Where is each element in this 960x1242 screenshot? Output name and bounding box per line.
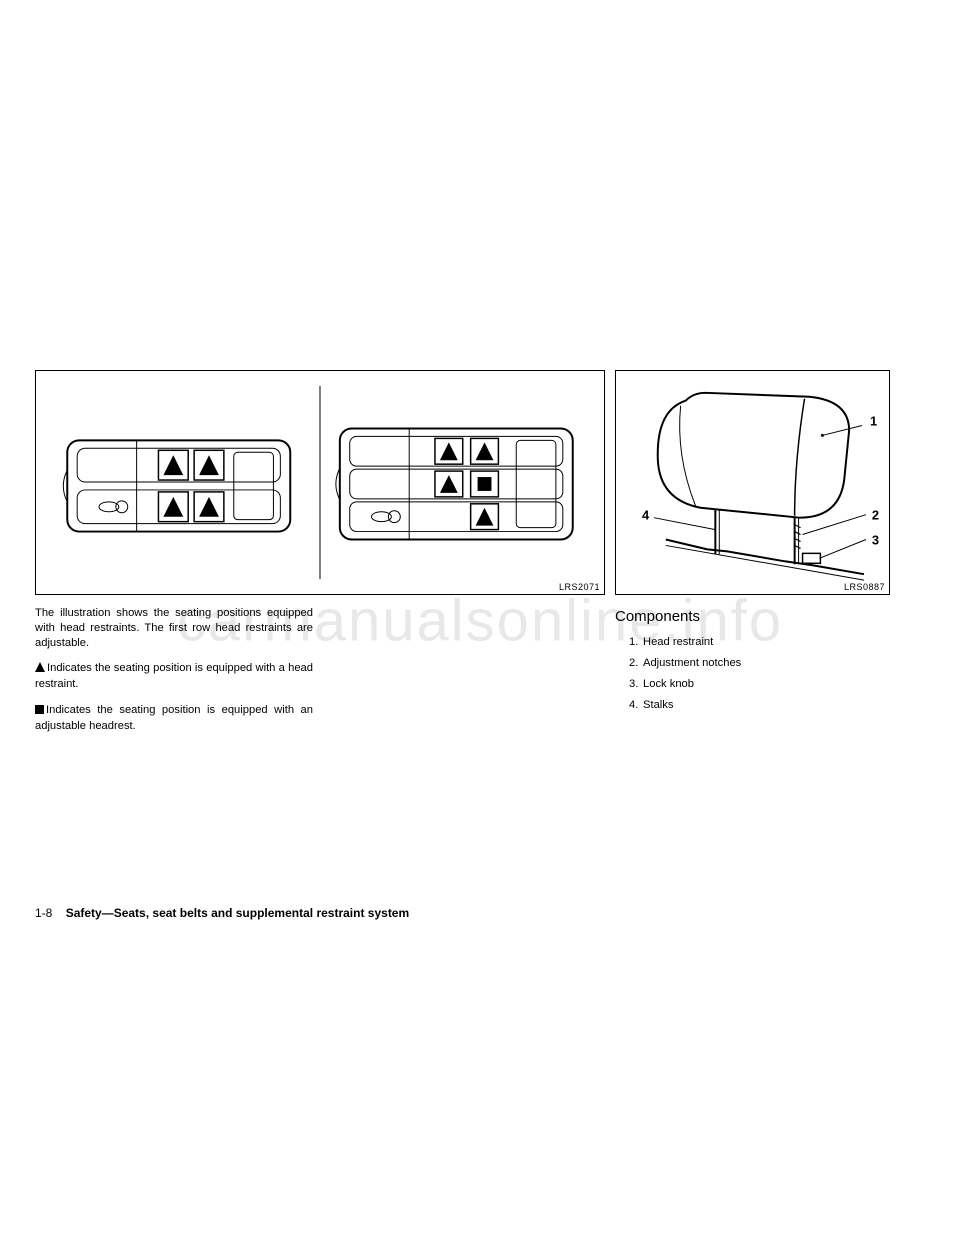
- list-item: 4.Stalks: [629, 697, 890, 713]
- components-heading: Components: [615, 606, 890, 628]
- left-text-column: The illustration shows the seating posit…: [35, 606, 313, 744]
- figure-seating-positions: LRS2071: [35, 370, 605, 595]
- page-footer: 1-8 Safety—Seats, seat belts and supplem…: [35, 906, 409, 920]
- left-p2-text: Indicates the seating position is equipp…: [35, 662, 313, 690]
- list-item-label: Head restraint: [643, 636, 713, 648]
- callout-1: 1: [870, 414, 877, 429]
- callout-3: 3: [872, 532, 879, 547]
- square-icon: [35, 704, 44, 719]
- callout-2: 2: [872, 508, 879, 523]
- list-item: 1.Head restraint: [629, 634, 890, 650]
- components-list: 1.Head restraint 2.Adjustment notches 3.…: [615, 634, 890, 714]
- left-p1: The illustration shows the seating posit…: [35, 606, 313, 651]
- list-item-label: Adjustment notches: [643, 657, 741, 669]
- list-item-label: Stalks: [643, 699, 673, 711]
- triangle-icon: [35, 662, 45, 677]
- list-item: 2.Adjustment notches: [629, 655, 890, 671]
- left-p3-text: Indicates the seating position is equipp…: [35, 704, 313, 732]
- callout-4: 4: [642, 508, 650, 523]
- figure-label-left: LRS2071: [559, 582, 600, 592]
- section-title: Safety—Seats, seat belts and supplementa…: [66, 906, 409, 920]
- figure-head-restraint: 1 2 3 4 LRS0887: [615, 370, 890, 595]
- page-number: 1-8: [35, 906, 52, 920]
- right-text-column: Components 1.Head restraint 2.Adjustment…: [615, 606, 890, 719]
- left-p2: Indicates the seating position is equipp…: [35, 661, 313, 692]
- figure-label-right: LRS0887: [844, 582, 885, 592]
- list-item-label: Lock knob: [643, 678, 694, 690]
- list-item: 3.Lock knob: [629, 676, 890, 692]
- left-p3: Indicates the seating position is equipp…: [35, 703, 313, 734]
